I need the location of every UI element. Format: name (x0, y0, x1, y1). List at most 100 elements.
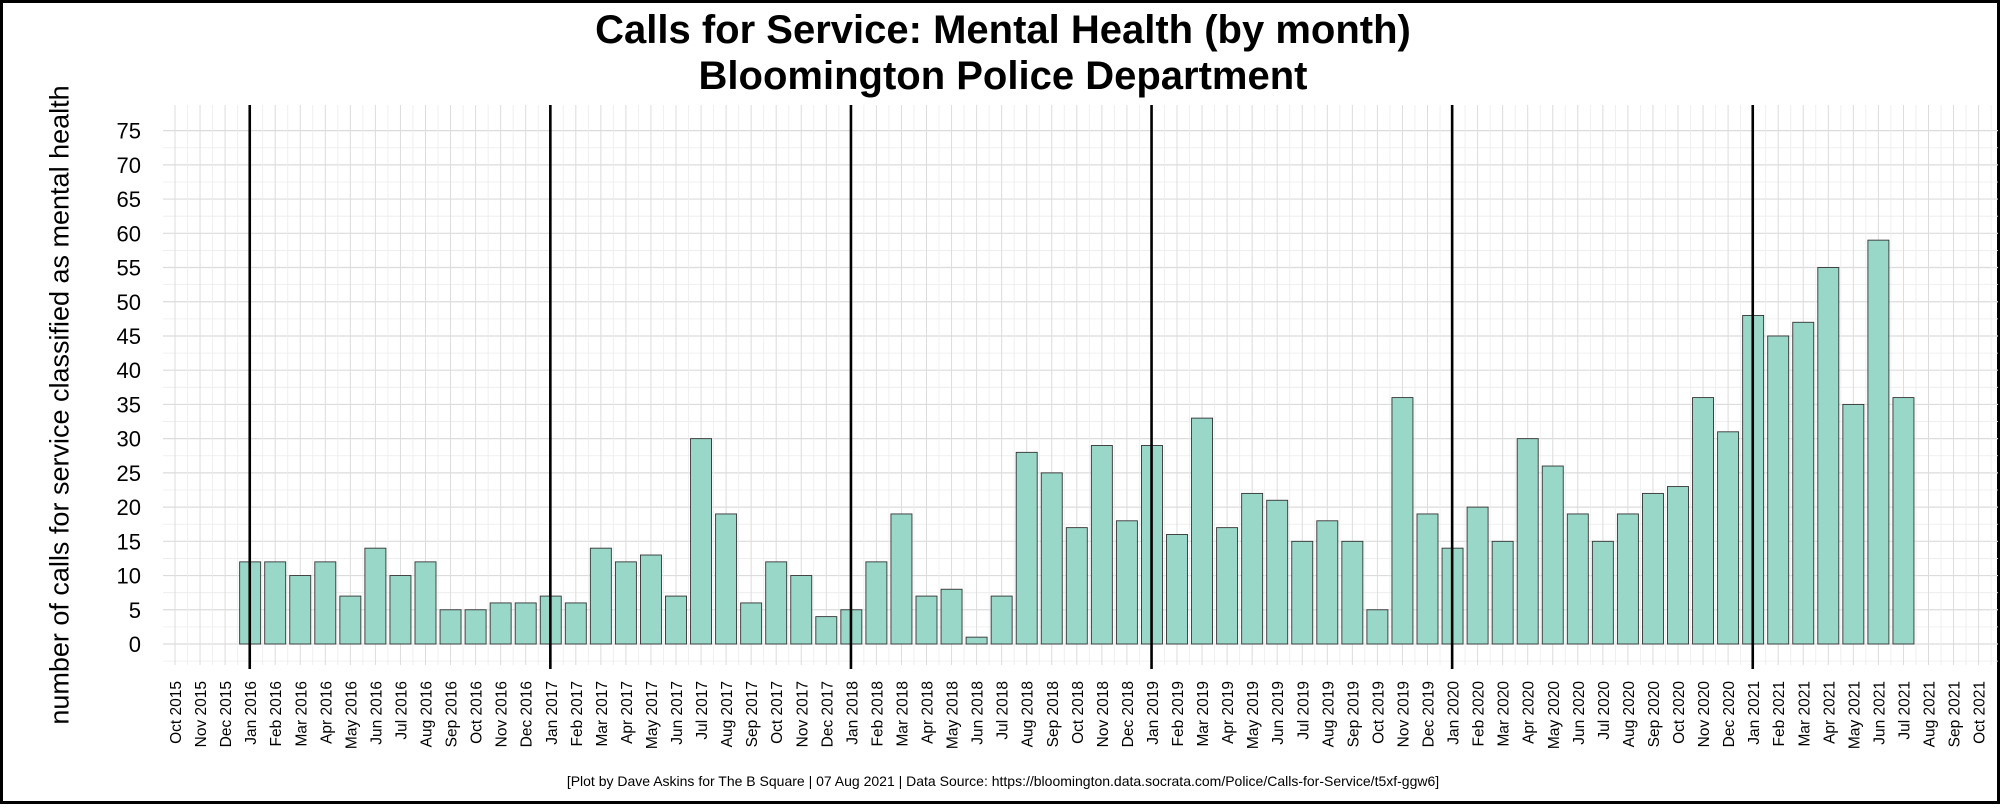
bar-oct-2019 (1366, 609, 1389, 645)
bar-apr-2017 (614, 561, 637, 645)
x-tick-label: Sep 2017 (744, 681, 761, 747)
x-tick-labels: Oct 2015 Nov 2015 Dec 2015 Jan 2016 Feb 2016… (168, 681, 1989, 749)
x-tick-label: Mar 2021 (1796, 681, 1813, 746)
bar-feb-2018 (865, 561, 888, 645)
bar-jun-2019 (1266, 499, 1289, 645)
x-tick-label: Oct 2019 (1370, 681, 1387, 744)
x-tick-label: Jan 2019 (1145, 681, 1162, 745)
bar-oct-2016 (464, 609, 487, 645)
x-tick-label: May 2019 (1245, 681, 1262, 749)
bar-nov-2016 (489, 602, 512, 645)
bar-sep-2016 (439, 609, 462, 645)
bar-dec-2017 (815, 616, 838, 645)
x-tick-label: Feb 2016 (268, 681, 285, 747)
bar-apr-2020 (1516, 438, 1539, 645)
x-tick-label: Apr 2019 (1220, 681, 1237, 744)
x-tick-label: Nov 2017 (794, 681, 811, 747)
bar-chart: 0 5 10 15 20 25 30 35 40 45 50 55 60 65 70 75 Oct 2015 N… (117, 105, 1998, 749)
x-tick-label: Jun 2016 (368, 681, 385, 745)
bar-nov-2019 (1391, 397, 1414, 645)
x-tick-label: Oct 2018 (1070, 681, 1087, 744)
x-tick-label: Sep 2020 (1646, 681, 1663, 748)
bar-dec-2016 (514, 602, 537, 645)
x-tick-label: Feb 2019 (1170, 681, 1187, 747)
x-tick-label: Mar 2018 (894, 681, 911, 746)
bar-apr-2021 (1817, 267, 1840, 645)
bar-oct-2020 (1667, 486, 1689, 645)
bar-mar-2018 (890, 513, 913, 645)
y-tick-label: 45 (117, 324, 141, 349)
x-tick-label: Mar 2016 (293, 681, 310, 746)
bar-aug-2017 (715, 513, 738, 645)
bar-mar-2021 (1792, 321, 1815, 645)
bar-sep-2020 (1641, 492, 1664, 645)
x-tick-label: Apr 2020 (1521, 681, 1538, 744)
year-boundary-lines (248, 105, 1755, 669)
bar-may-2021 (1842, 403, 1865, 645)
bar-jul-2018 (990, 595, 1013, 645)
bar-dec-2020 (1717, 431, 1740, 645)
bar-sep-2017 (740, 602, 763, 645)
x-tick-label: Dec 2017 (819, 681, 836, 747)
x-tick-label: Jun 2020 (1571, 681, 1588, 745)
x-tick-label: Nov 2020 (1696, 681, 1713, 748)
bar-dec-2018 (1115, 520, 1138, 645)
y-tick-label: 50 (117, 290, 141, 315)
x-tick-label: Mar 2019 (1195, 681, 1212, 746)
x-tick-label: Dec 2020 (1721, 681, 1738, 748)
y-tick-label: 35 (117, 392, 141, 417)
x-tick-label: Apr 2021 (1821, 681, 1838, 744)
bar-aug-2019 (1316, 520, 1339, 645)
x-tick-label: Jul 2019 (1295, 681, 1312, 740)
y-tick-label: 20 (117, 495, 141, 520)
bar-may-2020 (1541, 465, 1564, 645)
x-tick-label: Jan 2018 (844, 681, 861, 745)
x-tick-label: Feb 2017 (569, 681, 586, 747)
y-tick-label: 60 (117, 221, 141, 246)
x-tick-label: Oct 2021 (1972, 681, 1989, 744)
y-tick-label: 70 (117, 153, 141, 178)
x-tick-label: Nov 2015 (193, 681, 210, 747)
bar-aug-2018 (1015, 451, 1038, 645)
bar-nov-2017 (790, 575, 813, 645)
bar-aug-2016 (414, 561, 437, 645)
x-tick-label: Sep 2018 (1045, 681, 1062, 747)
x-tick-label: Aug 2018 (1020, 681, 1037, 747)
x-tick-label: Feb 2018 (869, 681, 886, 747)
y-tick-label: 75 (117, 119, 141, 144)
bar-jul-2021 (1892, 397, 1915, 645)
bar-jul-2020 (1591, 540, 1614, 645)
bar-sep-2019 (1341, 540, 1364, 645)
bar-nov-2020 (1692, 397, 1715, 645)
x-tick-label: May 2016 (343, 681, 360, 749)
bar-feb-2020 (1466, 506, 1489, 645)
bar-dec-2019 (1416, 513, 1439, 645)
x-tick-label: Jun 2019 (1270, 681, 1287, 745)
x-tick-label: Oct 2020 (1671, 681, 1688, 744)
y-tick-label: 40 (117, 358, 141, 383)
y-tick-label: 0 (129, 632, 141, 657)
bar-jul-2016 (389, 575, 412, 645)
x-tick-label: Aug 2017 (719, 681, 736, 747)
x-tick-label: Mar 2017 (594, 681, 611, 746)
x-tick-label: Oct 2016 (469, 681, 486, 744)
bar-may-2016 (339, 595, 362, 645)
y-tick-label: 65 (117, 187, 141, 212)
bar-apr-2016 (314, 561, 337, 645)
x-tick-label: May 2021 (1846, 681, 1863, 749)
y-tick-label: 55 (117, 256, 141, 281)
x-tick-label: Jul 2017 (694, 681, 711, 740)
bar-feb-2019 (1166, 534, 1188, 645)
x-tick-label: Aug 2021 (1922, 681, 1939, 747)
bar-sep-2018 (1040, 472, 1063, 645)
y-tick-labels: 0 5 10 15 20 25 30 35 40 45 50 55 60 65 70 75 (117, 119, 141, 657)
x-tick-label: Dec 2015 (218, 681, 235, 747)
bar-oct-2017 (765, 561, 788, 645)
bar-feb-2017 (564, 602, 587, 645)
chart-title: Calls for Service: Mental Health (by mon… (3, 7, 2000, 99)
x-tick-label: Dec 2018 (1120, 681, 1137, 747)
y-tick-label: 5 (129, 598, 141, 623)
x-tick-label: Nov 2018 (1095, 681, 1112, 747)
x-tick-label: Nov 2016 (494, 681, 511, 747)
